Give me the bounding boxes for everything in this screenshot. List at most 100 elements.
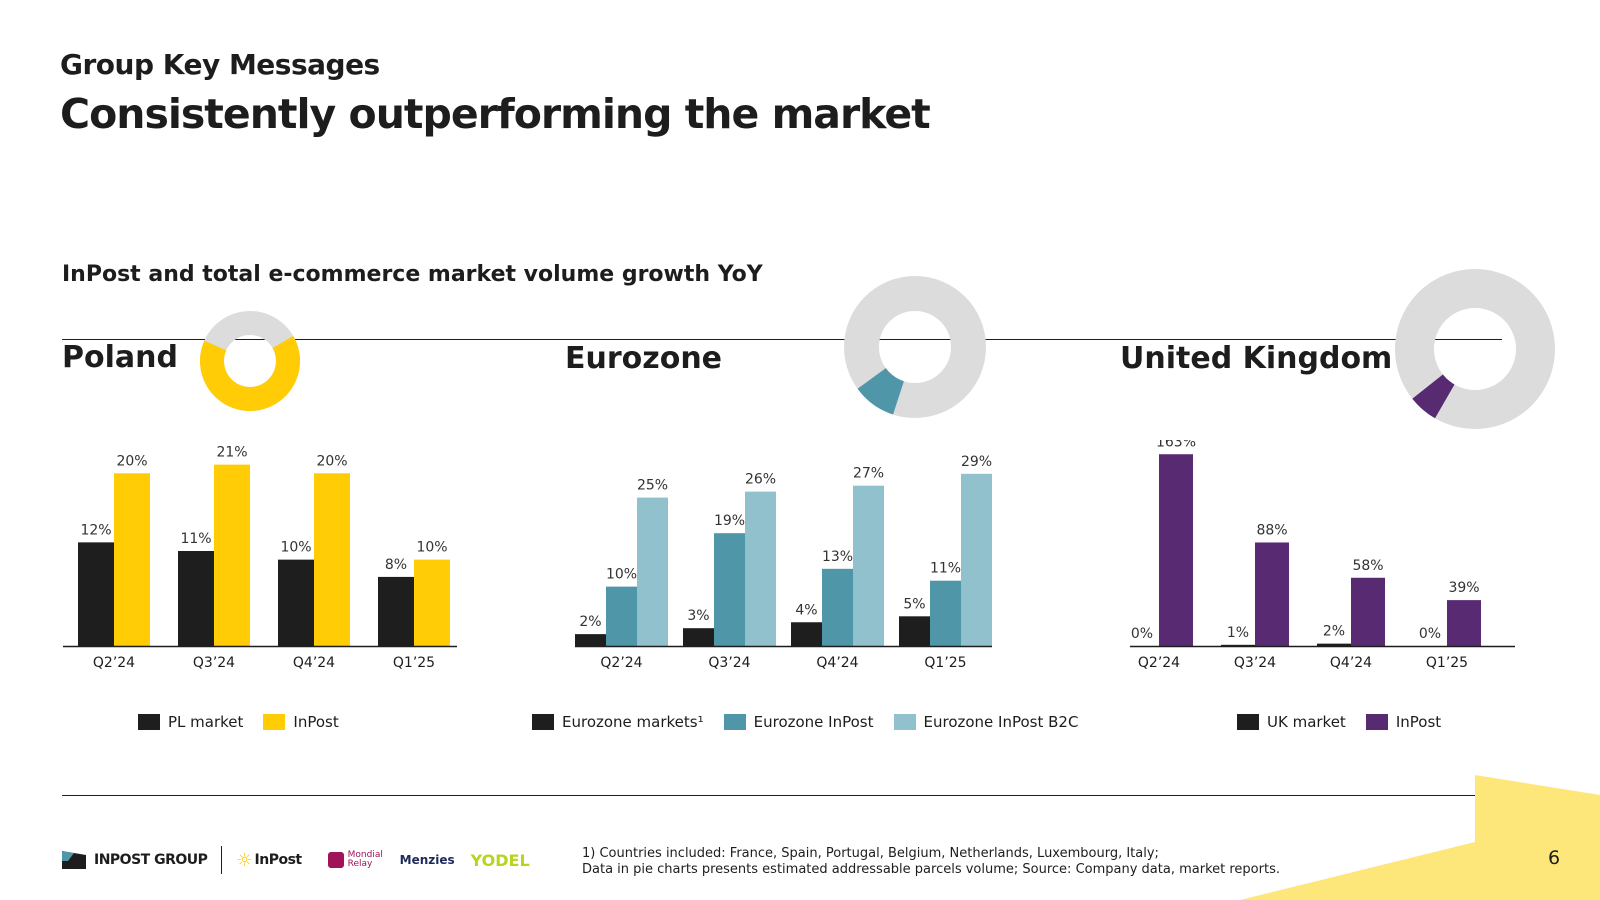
footnote-line: Data in pie charts presents estimated ad… (582, 862, 1280, 877)
bar (278, 559, 314, 646)
data-label: 4% (795, 602, 817, 618)
data-label: 5% (903, 596, 925, 612)
tick-label: Q2’24 (1138, 655, 1180, 671)
tick-label: Q3’24 (1234, 655, 1276, 671)
eurozone-bar-chart: 2% 10% 25% Q2’24 3% 19% 26% Q3’24 4% 13% 27% Q4’24 5… (575, 454, 992, 671)
bar (78, 542, 114, 646)
bar (853, 485, 884, 646)
legend-item: Eurozone InPost B2C (893, 713, 1079, 731)
pie-slice-rest (844, 276, 986, 418)
legend-item: Eurozone markets¹ (532, 713, 704, 731)
data-label: 39% (1448, 580, 1479, 596)
tick-label: Q2’24 (600, 655, 642, 671)
logo-yodel: YODEL (470, 850, 530, 870)
data-label: 3% (687, 608, 709, 624)
bar (1317, 643, 1351, 646)
legend-swatch (263, 714, 286, 730)
region-title-poland: Poland (62, 340, 178, 375)
logo-inpost-group: INPOST GROUP (94, 852, 208, 868)
data-label: 10% (416, 540, 447, 556)
legend-label: InPost (1395, 713, 1442, 731)
tick-label: Q1’25 (393, 655, 435, 671)
page-number: 6 (1548, 847, 1561, 869)
data-label: 163% (1156, 440, 1196, 450)
bar (930, 580, 961, 646)
logo-mondial-relay: Mondial Relay (347, 850, 383, 869)
footer-logos: INPOST GROUP ☼ InPost Mondial Relay Menz… (60, 842, 530, 878)
data-label: 1% (1227, 625, 1249, 641)
bar (791, 622, 822, 646)
bar (575, 634, 606, 646)
pie-slice-share (1412, 374, 1455, 419)
bar (214, 464, 250, 646)
footnote: 1) Countries included: France, Spain, Po… (582, 846, 1280, 878)
uk-legend: UK market InPost (1237, 713, 1461, 731)
data-label: 29% (961, 454, 992, 470)
bar (378, 576, 414, 646)
data-label: 8% (385, 557, 407, 573)
legend-label: Eurozone InPost B2C (923, 713, 1079, 731)
data-label: 88% (1256, 522, 1287, 538)
data-label: 12% (80, 522, 111, 538)
uk-pie (1395, 269, 1555, 429)
page-title: Consistently outperforming the market (60, 90, 931, 138)
logo-menzies: Menzies (399, 853, 455, 867)
bar (1447, 600, 1481, 646)
top-divider (62, 339, 1502, 340)
bar (414, 559, 450, 646)
pie-slice-rest (1395, 269, 1555, 429)
tick-label: Q4’24 (816, 655, 858, 671)
eurozone-pie (844, 276, 986, 418)
legend-label: UK market (1267, 713, 1346, 731)
legend-swatch (723, 714, 746, 730)
poland-legend: PL market InPost (138, 713, 359, 731)
chart-subtitle: InPost and total e-commerce market volum… (62, 262, 763, 287)
bar (683, 628, 714, 646)
pie-slice-share (200, 336, 300, 411)
tick-label: Q1’25 (1426, 655, 1468, 671)
tick-label: Q3’24 (708, 655, 750, 671)
tick-label: Q3’24 (193, 655, 235, 671)
uk-bar-chart: 0% 163% Q2’24 1% 88% Q3’24 2% 58% Q4’24 0% 39% Q1’2… (1130, 440, 1515, 671)
mondial-relay-icon (327, 852, 344, 868)
data-label: 11% (180, 531, 211, 547)
bar (114, 473, 150, 646)
pie-slice-share (857, 368, 904, 415)
poland-pie (200, 311, 300, 411)
legend-label: PL market (168, 713, 244, 731)
bar (1255, 542, 1289, 646)
legend-item: InPost (263, 713, 339, 731)
legend-item: UK market (1237, 713, 1346, 731)
bar (1159, 454, 1193, 646)
data-label: 27% (853, 466, 884, 482)
footnote-line: 1) Countries included: France, Spain, Po… (582, 846, 1159, 861)
tick-label: Q1’25 (924, 655, 966, 671)
tick-label: Q4’24 (1330, 655, 1372, 671)
data-label: 0% (1131, 626, 1153, 642)
bar (1221, 644, 1255, 646)
bar (314, 473, 350, 646)
legend-item: InPost (1365, 713, 1442, 731)
legend-swatch (893, 714, 916, 730)
legend-label: Eurozone InPost (753, 713, 874, 731)
bar (961, 473, 992, 646)
data-label: 10% (606, 567, 637, 583)
legend-swatch (1365, 714, 1388, 730)
legend-swatch (532, 714, 554, 730)
data-label: 0% (1419, 626, 1441, 642)
logo-separator (221, 846, 223, 874)
bar (745, 491, 776, 646)
bar (178, 551, 214, 646)
bar (637, 497, 668, 646)
data-label: 13% (822, 549, 853, 565)
legend-swatch (138, 714, 160, 730)
data-label: 21% (216, 445, 247, 461)
region-title-eurozone: Eurozone (565, 341, 723, 376)
legend-item: PL market (138, 713, 243, 731)
data-label: 26% (745, 472, 776, 488)
decorative-yellow-shape (1240, 775, 1600, 900)
legend-label: InPost (293, 713, 339, 731)
data-label: 58% (1352, 558, 1383, 574)
bar (899, 616, 930, 646)
data-label: 2% (579, 614, 601, 630)
